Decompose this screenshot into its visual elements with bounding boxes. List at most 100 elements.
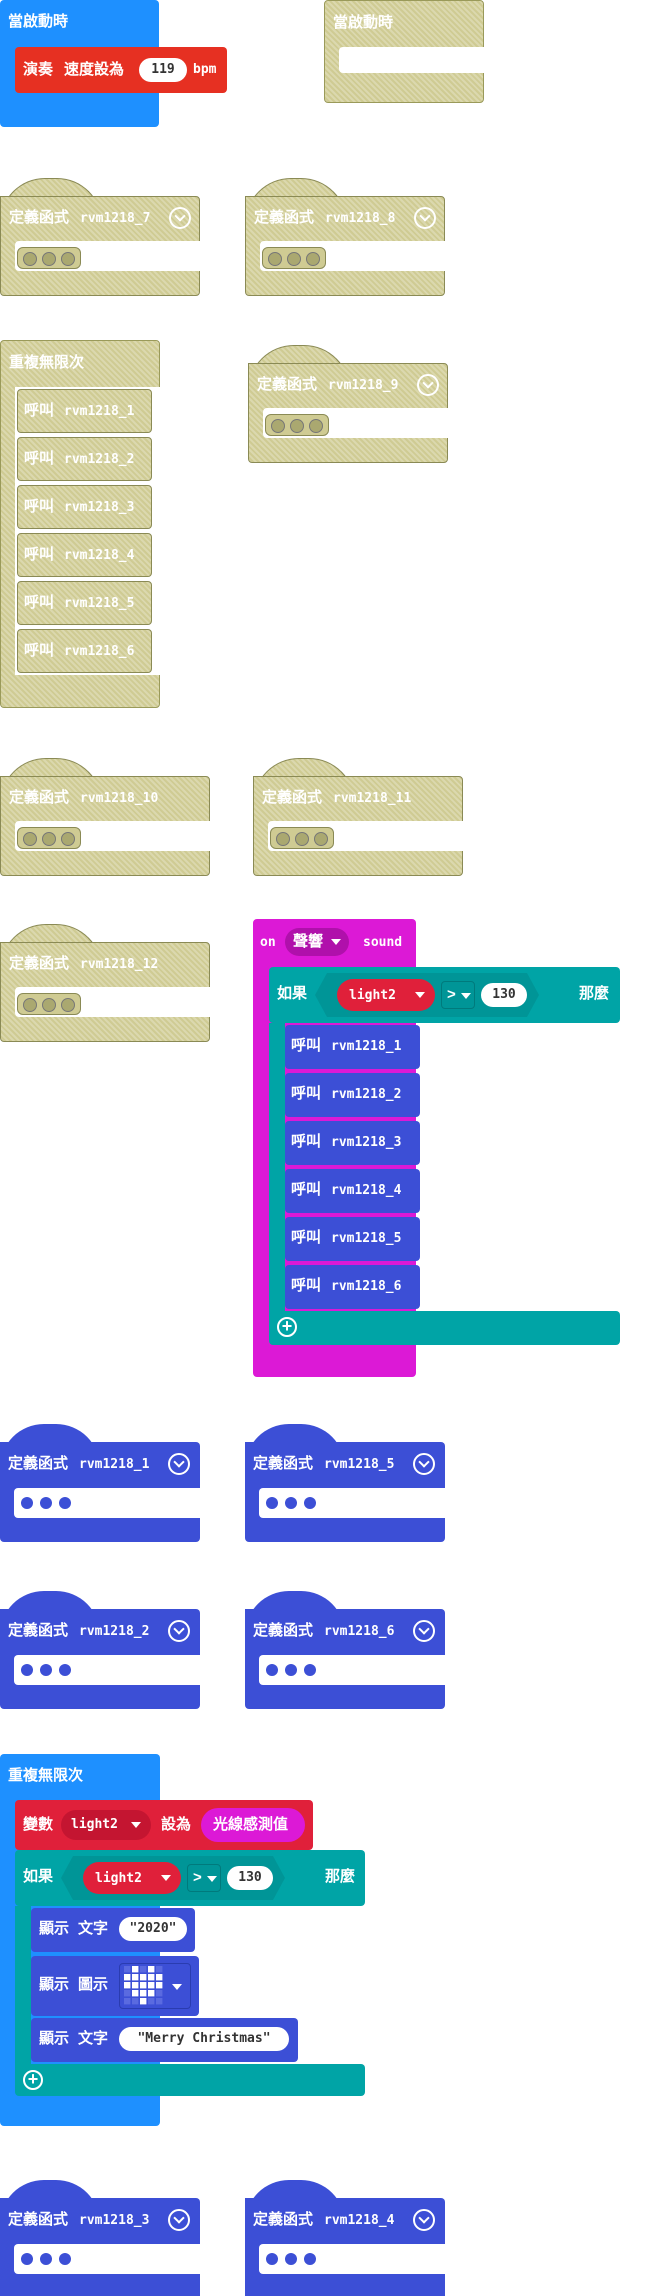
define-label: 定義函式 xyxy=(262,789,323,806)
dot-icon xyxy=(266,2253,278,2265)
call-label: 呼叫 xyxy=(291,1229,322,1246)
add-else-icon[interactable]: + xyxy=(277,1317,297,1337)
chevron-down-icon[interactable] xyxy=(168,1453,190,1475)
call-rvm1218_6[interactable]: 呼叫 rvm1218_6 xyxy=(17,629,152,673)
define-function-rvm1218_8[interactable]: 定義函式 rvm1218_8 xyxy=(245,196,446,296)
define-function-rvm1218_5[interactable]: 定義函式 rvm1218_5 xyxy=(245,1442,445,1542)
add-else-icon[interactable]: + xyxy=(23,2070,43,2090)
compare-value-input[interactable]: 130 xyxy=(481,983,527,1007)
chevron-down-icon[interactable] xyxy=(413,1453,435,1475)
function-name: rvm1218_3 xyxy=(331,1135,402,1150)
define-function-rvm1218_12[interactable]: 定義函式 rvm1218_12 xyxy=(0,942,211,1042)
param-dots[interactable] xyxy=(17,247,81,269)
define-function-rvm1218_1[interactable]: 定義函式 rvm1218_1 xyxy=(0,1442,200,1542)
function-name: rvm1218_4 xyxy=(331,1183,402,1198)
on-start-disabled-label: 當啟動時 xyxy=(333,14,394,31)
function-name: rvm1218_6 xyxy=(324,1624,395,1639)
show-icon-block[interactable]: 顯示 圖示 xyxy=(31,1956,199,2016)
call-rvm1218_5[interactable]: 呼叫 rvm1218_5 xyxy=(17,581,152,625)
dot-icon xyxy=(42,998,56,1012)
light-sensor-block[interactable]: 光線感測值 xyxy=(201,1808,305,1842)
chevron-down-icon[interactable] xyxy=(168,1620,190,1642)
show-string-block[interactable]: 顯示 文字 "2020" xyxy=(31,1908,195,1952)
call-rvm1218_4[interactable]: 呼叫 rvm1218_4 xyxy=(285,1169,420,1213)
param-dots[interactable] xyxy=(265,414,329,436)
function-name: rvm1218_6 xyxy=(64,644,135,659)
chevron-down-icon[interactable] xyxy=(169,207,191,229)
chevron-down-icon[interactable] xyxy=(414,207,436,229)
set-variable-block[interactable]: 變數 light2 設為 光線感測值 xyxy=(15,1800,313,1850)
define-label: 定義函式 xyxy=(253,2211,314,2228)
param-dots[interactable] xyxy=(270,827,334,849)
call-rvm1218_1[interactable]: 呼叫 rvm1218_1 xyxy=(285,1025,420,1069)
param-dots[interactable] xyxy=(17,993,81,1015)
call-label: 呼叫 xyxy=(24,594,55,611)
icon-dropdown[interactable] xyxy=(119,1963,191,2009)
define-function-rvm1218_7[interactable]: 定義函式 rvm1218_7 xyxy=(0,196,201,296)
param-dots[interactable] xyxy=(16,1660,78,1680)
chevron-down-icon[interactable] xyxy=(413,2209,435,2231)
function-name: rvm1218_1 xyxy=(79,1457,150,1472)
call-label: 呼叫 xyxy=(291,1133,322,1150)
define-function-rvm1218_6[interactable]: 定義函式 rvm1218_6 xyxy=(245,1609,445,1709)
dot-icon xyxy=(304,2253,316,2265)
then-label: 那麼 xyxy=(325,1868,356,1885)
if-label: 如果 xyxy=(23,1868,54,1885)
text-input[interactable]: "Merry Christmas" xyxy=(119,2027,289,2051)
sound-dropdown[interactable]: 聲響 xyxy=(285,928,349,956)
show-string-block-2[interactable]: 顯示 文字 "Merry Christmas" xyxy=(31,2018,298,2062)
tempo-input[interactable]: 119 xyxy=(139,58,187,82)
param-dots[interactable] xyxy=(16,2249,78,2269)
dot-icon xyxy=(61,998,75,1012)
param-dots[interactable] xyxy=(261,1493,323,1513)
function-name: rvm1218_8 xyxy=(325,211,396,226)
param-dots[interactable] xyxy=(262,247,326,269)
call-rvm1218_1[interactable]: 呼叫 rvm1218_1 xyxy=(17,389,152,433)
dot-icon xyxy=(59,1664,71,1676)
param-dots[interactable] xyxy=(261,1660,323,1680)
if-block-footer: + xyxy=(269,1311,620,1345)
text-input[interactable]: "2020" xyxy=(119,1917,187,1941)
define-function-rvm1218_3[interactable]: 定義函式 rvm1218_3 xyxy=(0,2198,200,2296)
operator-value: > xyxy=(193,1869,202,1886)
variable-name: light2 xyxy=(71,1817,118,1832)
define-function-rvm1218_4[interactable]: 定義函式 rvm1218_4 xyxy=(245,2198,445,2296)
function-name: rvm1218_10 xyxy=(80,791,159,806)
compare-block[interactable]: light2 > 130 xyxy=(61,1856,285,1900)
operator-dropdown[interactable]: > xyxy=(441,981,475,1009)
define-function-rvm1218_11[interactable]: 定義函式 rvm1218_11 xyxy=(253,776,464,876)
on-start-disabled-block[interactable]: 當啟動時 xyxy=(324,0,485,103)
on-start-label: 當啟動時 xyxy=(8,13,69,30)
set-tempo-block[interactable]: 演奏 速度設為 119 bpm xyxy=(15,47,227,93)
call-rvm1218_6[interactable]: 呼叫 rvm1218_6 xyxy=(285,1265,420,1309)
chevron-down-icon[interactable] xyxy=(168,2209,190,2231)
dot-icon xyxy=(314,832,328,846)
operator-dropdown[interactable]: > xyxy=(187,1864,221,1892)
forever-disabled-block[interactable]: 重複無限次 呼叫 rvm1218_1 呼叫 rvm1218_2 呼叫 rvm1218_… xyxy=(0,340,161,708)
variable-dropdown[interactable]: light2 xyxy=(83,1862,181,1894)
param-dots[interactable] xyxy=(17,827,81,849)
if-block-2[interactable]: 如果 light2 > 130 那麼 xyxy=(15,1850,365,1906)
if-block[interactable]: 如果 light2 > 130 那麼 xyxy=(269,967,620,1023)
define-function-rvm1218_10[interactable]: 定義函式 rvm1218_10 xyxy=(0,776,211,876)
call-rvm1218_2[interactable]: 呼叫 rvm1218_2 xyxy=(285,1073,420,1117)
call-rvm1218_3[interactable]: 呼叫 rvm1218_3 xyxy=(285,1121,420,1165)
on-start-block[interactable]: 當啟動時 演奏 速度設為 119 bpm xyxy=(0,0,227,127)
compare-block[interactable]: light2 > 130 xyxy=(315,973,539,1017)
call-rvm1218_5[interactable]: 呼叫 rvm1218_5 xyxy=(285,1217,420,1261)
variable-dropdown[interactable]: light2 xyxy=(61,1810,151,1840)
compare-value-input[interactable]: 130 xyxy=(227,1866,273,1890)
chevron-down-icon[interactable] xyxy=(413,1620,435,1642)
param-dots[interactable] xyxy=(16,1493,78,1513)
define-function-rvm1218_2[interactable]: 定義函式 rvm1218_2 xyxy=(0,1609,200,1709)
define-function-rvm1218_9[interactable]: 定義函式 rvm1218_9 xyxy=(248,363,449,463)
call-rvm1218_4[interactable]: 呼叫 rvm1218_4 xyxy=(17,533,152,577)
forever-slot xyxy=(15,387,161,675)
define-label: 定義函式 xyxy=(8,1622,69,1639)
variable-dropdown[interactable]: light2 xyxy=(337,979,435,1011)
variable-name: light2 xyxy=(349,988,396,1003)
chevron-down-icon[interactable] xyxy=(417,374,439,396)
param-dots[interactable] xyxy=(261,2249,323,2269)
call-rvm1218_2[interactable]: 呼叫 rvm1218_2 xyxy=(17,437,152,481)
call-rvm1218_3[interactable]: 呼叫 rvm1218_3 xyxy=(17,485,152,529)
